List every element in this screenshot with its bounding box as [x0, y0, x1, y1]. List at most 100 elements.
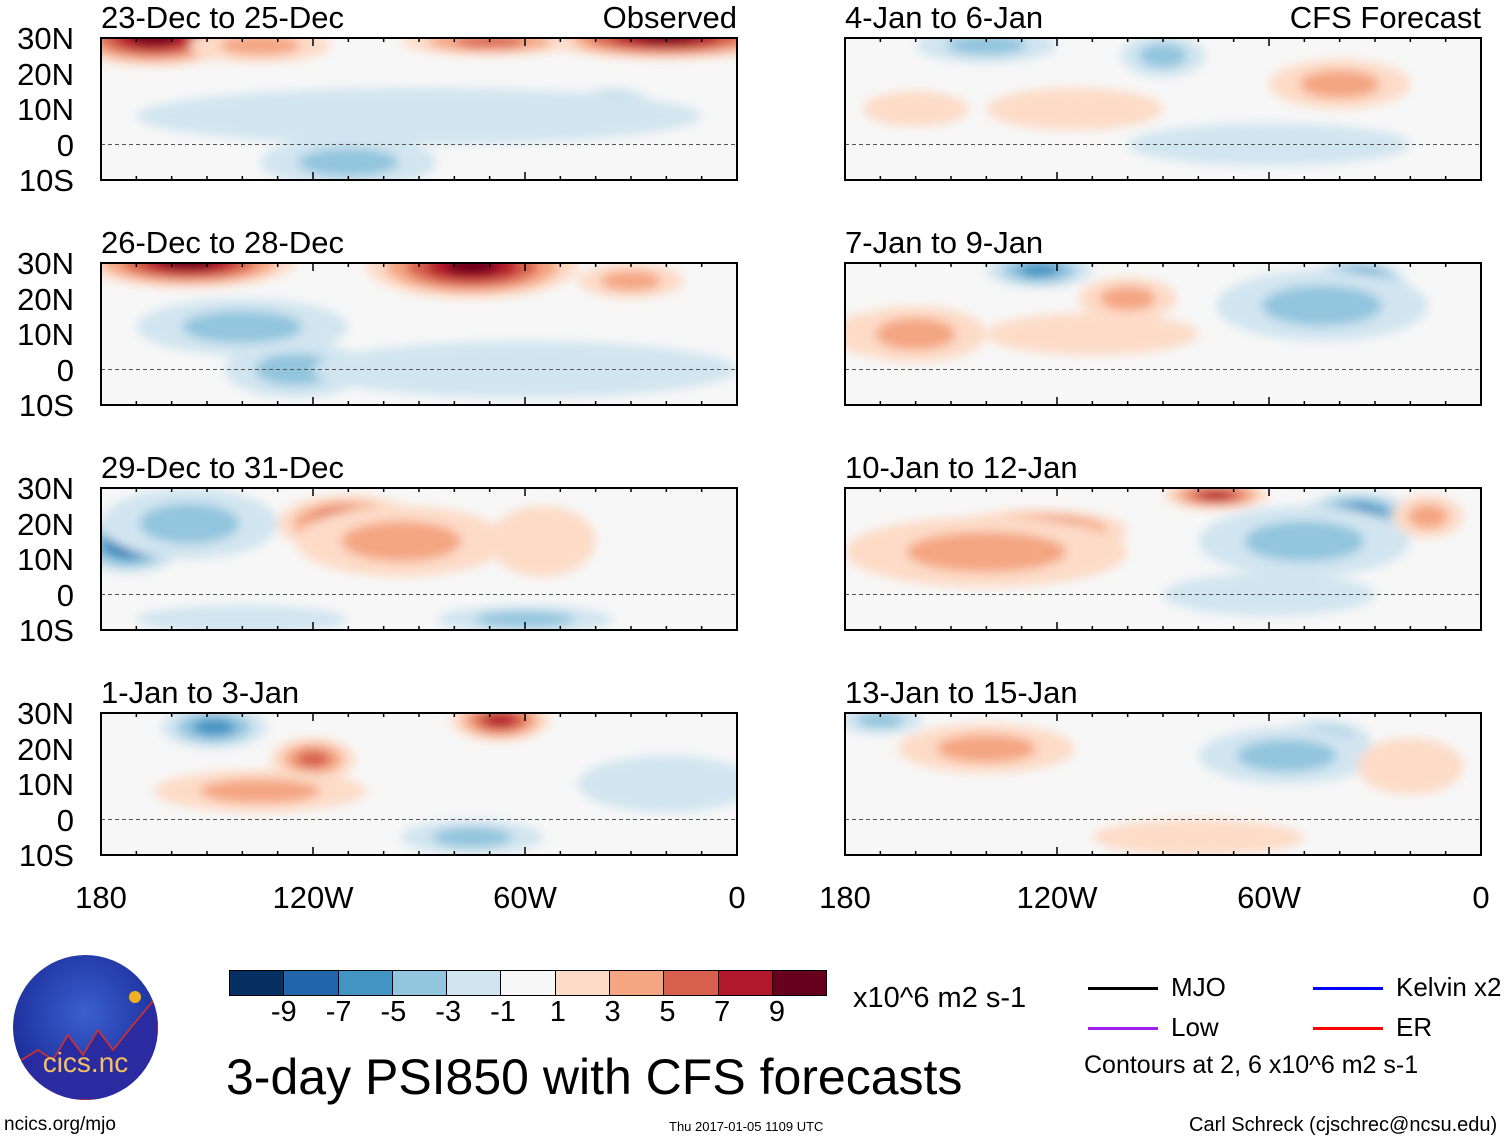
panel-title: 10-Jan to 12-Jan: [845, 450, 1078, 485]
lon-label: 120W: [1016, 880, 1098, 915]
legend-line-low: [1088, 1027, 1158, 1030]
lat-label: 10N: [17, 317, 74, 352]
lat-label: 10N: [17, 542, 74, 577]
lat-label: 30N: [17, 471, 74, 506]
negative-anomaly: [136, 87, 702, 145]
positive-anomaly: [862, 91, 969, 127]
positive-anomaly: [986, 312, 1199, 356]
panel-title: 4-Jan to 6-Jan: [845, 0, 1044, 35]
panel-title: 1-Jan to 3-Jan: [101, 675, 300, 710]
colorbar-swatch: [664, 971, 719, 995]
legend-line-kelvin: [1313, 987, 1383, 990]
lat-label: 0: [56, 577, 74, 613]
colorbar-label: 1: [549, 996, 566, 1028]
positive-anomaly: [1099, 286, 1156, 311]
positive-anomaly: [1199, 490, 1233, 500]
colorbar-swatch: [230, 971, 285, 995]
negative-anomaly: [946, 38, 1027, 56]
legend-label: ER: [1396, 1012, 1433, 1042]
colorbar-swatch: [501, 971, 556, 995]
panel-title: 26-Dec to 28-Dec: [101, 225, 344, 260]
negative-anomaly: [432, 827, 512, 848]
lon-label: 60W: [1237, 880, 1301, 915]
negative-anomaly: [578, 755, 737, 813]
lat-label: 30N: [17, 696, 74, 731]
logo-text: cics.nc: [42, 1047, 129, 1078]
map-panel: 29-Dec to 31-Dec: [100, 452, 738, 631]
legend-line-er: [1313, 1027, 1383, 1030]
lon-label: 0: [728, 880, 746, 915]
positive-anomaly: [489, 505, 596, 577]
positive-anomaly: [601, 270, 661, 291]
colorbar-label: 9: [768, 996, 786, 1028]
legend-line-mjo: [1088, 987, 1158, 990]
colorbar-label: 5: [659, 996, 676, 1028]
map-panel: 13-Jan to 15-Jan: [844, 677, 1482, 856]
colorbar-swatch: [338, 971, 393, 995]
negative-anomaly: [298, 148, 399, 177]
positive-anomaly: [1357, 737, 1464, 795]
negative-anomaly: [1127, 123, 1411, 166]
positive-anomaly: [296, 750, 330, 768]
negative-anomaly: [313, 341, 737, 398]
positive-anomaly: [1299, 70, 1380, 99]
positive-anomaly: [936, 734, 1037, 763]
lat-label: 10S: [18, 163, 74, 198]
lat-label: 20N: [17, 731, 74, 767]
colorbar-swatch: [555, 971, 611, 995]
colorbar-swatch: [772, 971, 827, 995]
lat-label: 0: [56, 802, 74, 838]
colorbar-label: -7: [325, 996, 352, 1028]
map-panel: 1-Jan to 3-Jan: [100, 677, 738, 856]
negative-anomaly: [1163, 573, 1375, 616]
panel-title: 13-Jan to 15-Jan: [845, 675, 1078, 710]
positive-anomaly: [1092, 819, 1305, 855]
lon-label: 0: [1472, 880, 1490, 915]
lat-label: 0: [56, 127, 74, 163]
colorbar-label: -1: [490, 996, 516, 1028]
colorbar-label: -3: [435, 996, 462, 1028]
lon-label: 60W: [493, 880, 557, 915]
map-panel: 4-Jan to 6-Jan CFS Forecast: [844, 2, 1482, 181]
positive-anomaly: [200, 779, 320, 804]
lon-label: 180: [819, 880, 871, 915]
positive-anomaly: [446, 263, 498, 275]
colorbar: [229, 970, 828, 996]
positive-anomaly: [986, 87, 1163, 131]
negative-anomaly: [139, 503, 240, 544]
positive-anomaly: [1408, 504, 1448, 529]
colorbar-swatch: [610, 971, 665, 995]
lat-label: 0: [56, 352, 74, 388]
colorbar-label: -5: [380, 996, 407, 1028]
source-link[interactable]: ncics.org/mjo: [4, 1114, 116, 1135]
positive-anomaly: [341, 521, 462, 562]
author-credit: Carl Schreck (cjschrec@ncsu.edu): [1189, 1114, 1498, 1136]
lon-label: 120W: [272, 880, 354, 915]
negative-anomaly: [475, 611, 575, 628]
lat-label: 10N: [17, 92, 74, 127]
negative-anomaly: [182, 310, 303, 343]
negative-anomaly: [193, 718, 235, 736]
map-panel: 7-Jan to 9-Jan: [844, 227, 1482, 406]
positive-anomaly: [132, 38, 176, 45]
map-panel: 26-Dec to 28-Dec: [100, 227, 738, 406]
lat-label: 30N: [17, 21, 74, 56]
cics-logo: cics.nc: [13, 955, 158, 1100]
map-panel: 23-Dec to 25-Dec Observed: [100, 2, 738, 181]
lat-label: 20N: [17, 506, 74, 542]
negative-anomaly: [1139, 43, 1187, 68]
panel-title: 29-Dec to 31-Dec: [101, 450, 344, 485]
lat-label: 20N: [17, 56, 74, 92]
column-label: CFS Forecast: [1289, 0, 1481, 35]
legend-label: MJO: [1171, 972, 1226, 1002]
lat-label: 30N: [17, 246, 74, 281]
figure-title: 3-day PSI850 with CFS forecasts: [226, 1049, 963, 1105]
colorbar-swatch: [718, 971, 773, 995]
negative-anomaly: [1262, 285, 1382, 326]
negative-anomaly: [136, 605, 349, 630]
lat-label: 10S: [18, 388, 74, 423]
column-label: Observed: [602, 0, 737, 35]
positive-anomaly: [220, 38, 300, 56]
lat-label: 20N: [17, 281, 74, 317]
